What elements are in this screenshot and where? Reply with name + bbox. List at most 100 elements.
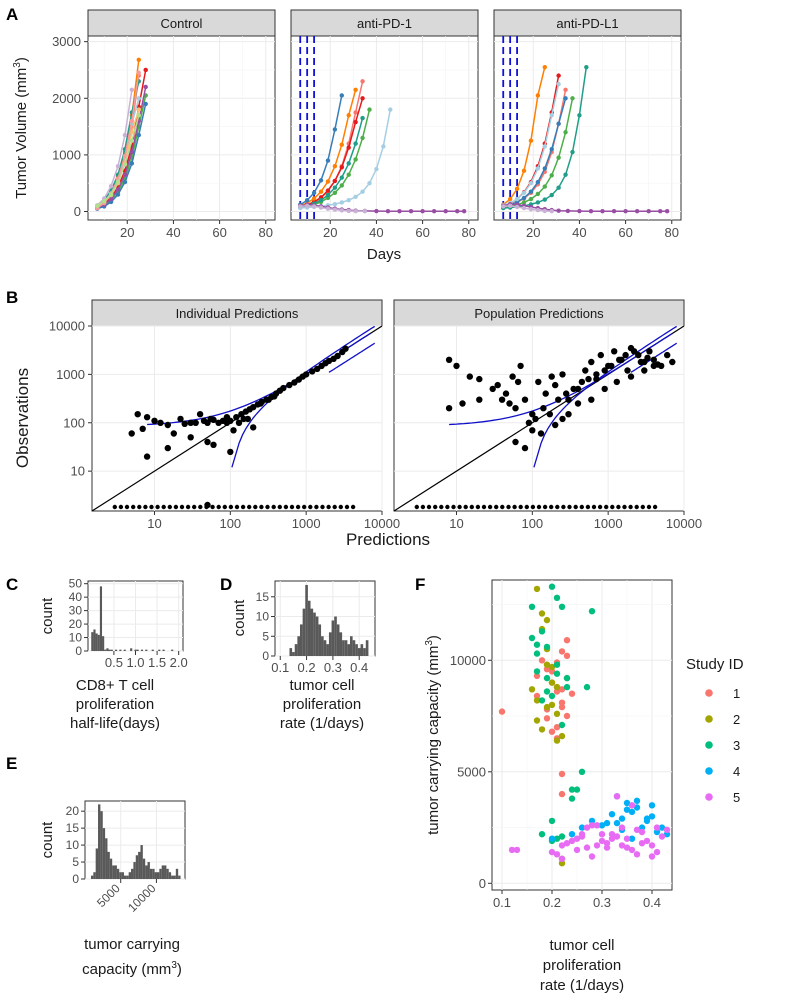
observation-point (151, 417, 158, 424)
observation-point (650, 356, 657, 363)
data-point-p5 (339, 175, 344, 180)
data-point-l3 (514, 186, 520, 192)
observation-point (529, 411, 536, 418)
panel-a-facet-anti-pd-l1: anti-PD-L1 20 40 60 80 (493, 9, 682, 240)
y-tick-label: 0 (75, 644, 82, 658)
histogram-bar (305, 584, 308, 656)
histogram-bar (334, 616, 337, 656)
data-point-p6 (325, 158, 331, 163)
observation-point-bottom (610, 504, 615, 510)
y-tick-label: 20 (66, 804, 80, 818)
data-point-l3 (528, 138, 534, 143)
study-2-point (538, 726, 546, 733)
panel-f-x-label-3: rate (1/days) (540, 977, 624, 994)
y-tick-label: 0 (74, 204, 81, 219)
histogram-bar (302, 608, 306, 656)
histogram-bar (292, 652, 295, 656)
data-point-p4 (346, 172, 351, 177)
study-2-point (538, 610, 546, 617)
histogram-bar (133, 862, 136, 879)
histogram-bar (130, 648, 133, 651)
histogram-bar (138, 851, 141, 879)
data-point-l7 (542, 144, 547, 149)
data-point-p2 (346, 145, 351, 150)
study-1-point (568, 690, 576, 697)
observation-point (334, 352, 341, 360)
x-tick-label: 1.5 (148, 655, 166, 670)
observation-point (646, 348, 653, 355)
data-point-c7 (136, 96, 141, 101)
data-point-p8 (443, 209, 448, 214)
observation-point (588, 358, 595, 366)
histogram-bar (307, 600, 311, 656)
data-point-l6 (549, 147, 554, 152)
study-1-point (538, 657, 546, 664)
data-point-p2 (360, 96, 365, 101)
data-point-l3 (521, 168, 527, 173)
observation-point-bottom (524, 504, 529, 510)
histogram-bar (344, 640, 348, 656)
data-point-l2 (556, 73, 561, 78)
data-point-p5 (332, 185, 338, 190)
histogram-bar (100, 811, 103, 879)
histogram-bar (123, 875, 127, 879)
panel-e-histogram: 0 5 10 15 20 5000 10000 (66, 800, 186, 915)
data-point-l4 (570, 96, 575, 101)
observation-point-bottom (179, 504, 185, 510)
histogram-bar (126, 875, 129, 879)
data-point-c6 (129, 161, 135, 166)
study-1-point (558, 703, 566, 711)
histogram-bar (121, 872, 124, 879)
observation-point (588, 396, 595, 403)
study-2-point (543, 661, 551, 668)
study-5-point (603, 840, 611, 847)
observation-point (529, 427, 536, 434)
study-4-point (653, 828, 661, 836)
data-point-c11 (136, 70, 141, 76)
study-5-point (608, 835, 616, 842)
data-point-p7 (388, 107, 393, 112)
histogram-bar (116, 868, 120, 879)
study-3-point (588, 608, 596, 615)
histogram-bar (109, 858, 113, 879)
observation-point (210, 416, 217, 423)
study-3-point (568, 786, 576, 793)
observation-point (565, 411, 572, 418)
panel-f-x-label-2: proliferation (543, 957, 621, 974)
data-point-c12 (122, 162, 128, 167)
histogram-bar (355, 644, 358, 656)
histogram-bar (347, 644, 350, 656)
legend-key-5 (705, 793, 713, 801)
observation-point-bottom (555, 504, 560, 510)
study-5-point (553, 851, 561, 858)
study-4-point (628, 835, 636, 842)
x-tick-label: 10 (449, 516, 463, 531)
x-tick-label: 1000 (594, 516, 623, 531)
lower-band-line (533, 325, 678, 468)
observation-point-bottom (161, 504, 166, 510)
data-point-c6 (136, 132, 141, 138)
data-point-p8 (408, 209, 414, 214)
observation-point-bottom (451, 504, 456, 510)
data-point-l5 (535, 200, 541, 205)
histogram-bar (135, 855, 139, 879)
study-1-point (563, 652, 571, 659)
x-tick-label: 20 (526, 225, 540, 240)
data-point-l7 (535, 166, 541, 171)
study-5-point (578, 831, 586, 838)
histogram-bar (140, 845, 143, 879)
observation-point-bottom (433, 504, 438, 510)
y-tick-label: 40 (69, 590, 83, 604)
study-3-point (558, 603, 566, 610)
observation-point (574, 385, 582, 393)
histogram-bar (336, 624, 340, 656)
x-tick-label: 1000 (292, 516, 321, 531)
histogram-bar (151, 649, 154, 651)
study-5-point (558, 842, 566, 849)
study-1-point (558, 770, 566, 778)
histogram-bar (339, 632, 343, 656)
study-2-point (558, 860, 566, 867)
data-point-c9 (115, 164, 121, 169)
observation-point-bottom (228, 504, 234, 510)
data-point-c8 (122, 172, 128, 177)
